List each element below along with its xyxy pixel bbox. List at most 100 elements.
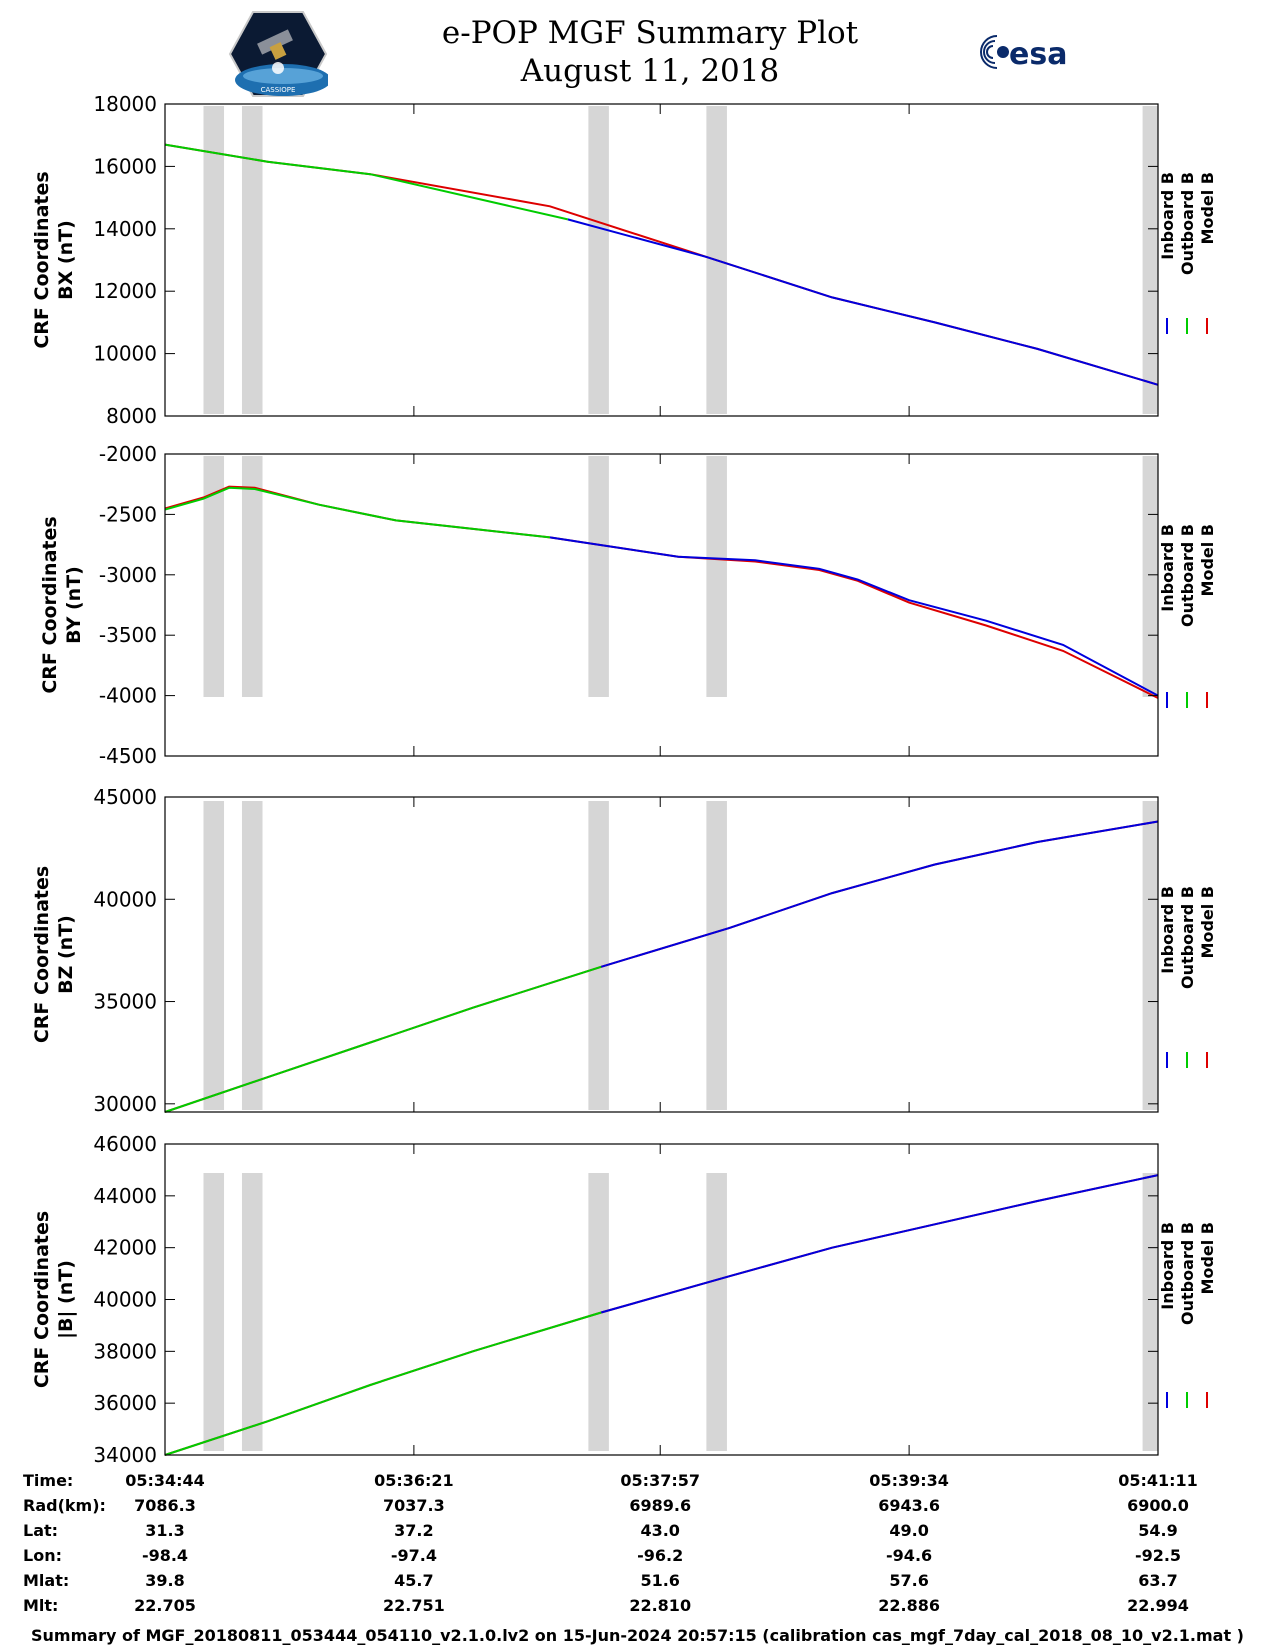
data-gap-band (706, 1173, 727, 1451)
ephemeris-value: 49.0 (889, 1521, 929, 1540)
data-gap-band (241, 106, 263, 414)
data-gap-band (1142, 456, 1158, 697)
legend-entry-label: Outboard B (1178, 172, 1197, 275)
plot-frame (164, 796, 1159, 1113)
y-tick-label: 30000 (93, 1092, 157, 1116)
legend-entry-label: Outboard B (1178, 886, 1197, 989)
y-axis-label: CRF Coordinates (31, 171, 53, 348)
data-gap-band (706, 456, 727, 697)
ephemeris-value: 43.0 (640, 1521, 680, 1540)
y-tick-label: -2500 (99, 502, 157, 526)
y-tick-label: 46000 (93, 1132, 157, 1156)
y-tick-label: -3000 (99, 563, 157, 587)
y-tick-label: 44000 (93, 1184, 157, 1208)
data-gap-band (588, 801, 609, 1110)
legend-entry-label: Inboard B (1158, 886, 1177, 974)
series-line-model-b (164, 1174, 1159, 1456)
y-axis-label: |B| (nT) (55, 1260, 77, 1339)
series-line-inboard-b (600, 1174, 1159, 1314)
series-line-inboard-b (600, 820, 1159, 968)
chart-panel-1: 8000 10000 12000 14000 16000 18000 CRF Coordin… (31, 92, 1217, 428)
ephemeris-row-label: Mlt: (23, 1596, 59, 1615)
ephemeris-value: 05:36:21 (374, 1471, 454, 1490)
series-line-inboard-b (549, 536, 1159, 697)
legend-entry-label: Inboard B (1158, 1222, 1177, 1310)
series-line-outboard-b (164, 965, 602, 1113)
footer-caption: Summary of MGF_20180811_053444_054110_v2… (31, 1626, 1244, 1645)
legend-entry-label: Model B (1198, 1222, 1217, 1294)
y-tick-label: -3500 (99, 623, 157, 647)
y-tick-label: 45000 (93, 785, 157, 809)
ephemeris-value: 31.3 (145, 1521, 185, 1540)
cassiope-logo-text: CASSIOPE (261, 86, 296, 94)
data-gap-band (1142, 1173, 1158, 1451)
y-axis-label: CRF Coordinates (31, 1211, 53, 1388)
ephemeris-value: 63.7 (1138, 1571, 1178, 1590)
ephemeris-value: 51.6 (640, 1571, 680, 1590)
ephemeris-value: -97.4 (390, 1546, 437, 1565)
y-tick-label: 38000 (93, 1339, 157, 1363)
ephemeris-value: 05:39:34 (869, 1471, 949, 1490)
y-tick-label: -4500 (99, 744, 157, 768)
legend-entry-label: Outboard B (1178, 524, 1197, 627)
legend-entry-label: Inboard B (1158, 172, 1177, 260)
cassiope-logo: CASSIOPE (228, 11, 328, 97)
y-tick-label: 40000 (93, 1288, 157, 1312)
series-line-inboard-b (567, 218, 1159, 386)
legend-entry-label: Inboard B (1158, 524, 1177, 612)
series-line-outboard-b (164, 486, 551, 539)
chart-panel-3: 30000 35000 40000 45000 CRF Coordinates BZ (n… (31, 785, 1217, 1116)
y-tick-label: 14000 (93, 217, 157, 241)
ephemeris-value: 6989.6 (629, 1496, 692, 1515)
legend-entry-label: Outboard B (1178, 1222, 1197, 1325)
legend-entry-label: Model B (1198, 172, 1217, 244)
y-tick-label: 12000 (93, 279, 157, 303)
ephemeris-value: -98.4 (141, 1546, 189, 1565)
ephemeris-value: 57.6 (889, 1571, 929, 1590)
y-tick-label: 34000 (93, 1443, 157, 1467)
y-axis-label: BY (nT) (63, 566, 85, 644)
series-line-model-b (164, 820, 1159, 1113)
ephemeris-value: 39.8 (145, 1571, 185, 1590)
ephemeris-value: 6943.6 (878, 1496, 940, 1515)
ephemeris-value: 45.7 (394, 1571, 434, 1590)
chart-panel-2: -4500 -4000 -3500 -3000 -2500 -2000 CRF Coordi… (39, 442, 1217, 768)
data-gap-band (706, 801, 727, 1110)
data-gap-band (203, 106, 225, 414)
title-line-1: e-POP MGF Summary Plot (441, 15, 859, 51)
data-gap-band (588, 456, 609, 697)
ephemeris-value: 22.994 (1127, 1596, 1189, 1615)
data-gap-band (241, 801, 263, 1110)
y-tick-label: 36000 (93, 1391, 157, 1415)
y-axis-label: CRF Coordinates (39, 516, 61, 693)
ephemeris-row-label: Lat: (23, 1521, 59, 1540)
ephemeris-value: 7037.3 (383, 1496, 445, 1515)
ephemeris-value: 7086.3 (134, 1496, 196, 1515)
data-gap-band (1142, 106, 1158, 414)
y-tick-label: -2000 (99, 442, 157, 466)
y-tick-label: 10000 (93, 342, 157, 366)
ephemeris-value: 22.886 (878, 1596, 940, 1615)
ephemeris-value: -92.5 (1134, 1546, 1182, 1565)
data-gap-band (588, 1173, 609, 1451)
ephemeris-row-label: Time: (23, 1471, 74, 1490)
ephemeris-value: -96.2 (637, 1546, 684, 1565)
data-gap-band (203, 456, 225, 697)
y-axis-label: BZ (nT) (55, 915, 77, 994)
data-gap-band (203, 1173, 225, 1451)
ephemeris-row-label: Mlat: (23, 1571, 70, 1590)
data-gap-band (1142, 801, 1158, 1110)
data-gap-band (588, 106, 609, 414)
y-tick-label: 40000 (93, 887, 157, 911)
series-line-model-b (164, 485, 1159, 699)
ephemeris-value: -94.6 (886, 1546, 933, 1565)
legend-entry-label: Model B (1198, 886, 1217, 958)
y-tick-label: 8000 (106, 404, 157, 428)
series-line-outboard-b (164, 143, 569, 221)
ephemeris-value: 05:41:11 (1118, 1471, 1198, 1490)
ephemeris-value: 05:37:57 (620, 1471, 700, 1490)
plot-frame (164, 1143, 1159, 1456)
y-tick-label: 18000 (93, 92, 157, 116)
legend-entry-label: Model B (1198, 524, 1217, 596)
ephemeris-value: 6900.0 (1127, 1496, 1189, 1515)
